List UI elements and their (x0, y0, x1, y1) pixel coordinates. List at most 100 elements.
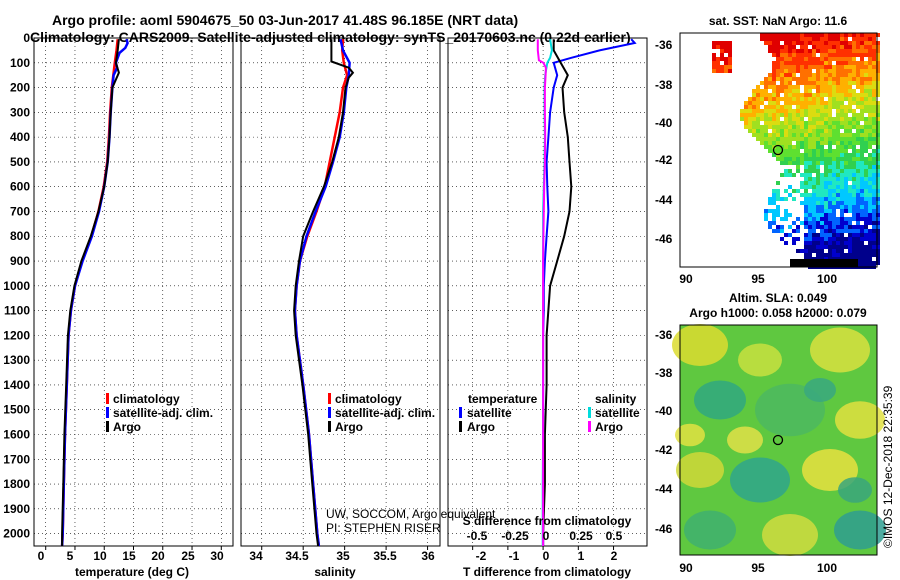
sst-cell (748, 105, 752, 109)
sst-cell (840, 45, 844, 49)
sst-cell (828, 89, 832, 93)
legend-swatch-argo (328, 421, 331, 432)
sst-cell (792, 89, 796, 93)
sst-cell (840, 169, 844, 173)
sst-cell (808, 197, 812, 201)
sst-cell (872, 85, 876, 89)
sst-cell (836, 77, 840, 81)
sst-cell (804, 145, 808, 149)
sst-cell (792, 45, 796, 49)
sst-cell (876, 149, 880, 153)
sst-cell (768, 45, 772, 49)
sst-cell (864, 221, 868, 225)
sst-cell (764, 209, 768, 213)
legend-label: climatology (335, 392, 402, 406)
sst-cell (784, 209, 788, 213)
lat-tick: -42 (655, 443, 673, 457)
sst-cell (860, 69, 864, 73)
sst-cell (828, 225, 832, 229)
sst-cell (824, 185, 828, 189)
sst-cell (816, 85, 820, 89)
sst-cell (852, 137, 856, 141)
sst-cell (864, 189, 868, 193)
sst-cell (832, 41, 836, 45)
sst-cell (776, 149, 780, 153)
sst-cell (820, 109, 824, 113)
sst-cell (788, 45, 792, 49)
sst-cell (804, 245, 808, 249)
sst-cell (804, 53, 808, 57)
x-tick: 25 (181, 549, 195, 563)
sst-cell (836, 113, 840, 117)
sst-cell (780, 109, 784, 113)
sst-cell (776, 213, 780, 217)
sst-cell (876, 249, 880, 253)
sst-cell (812, 101, 816, 105)
sla-map-title-line1: Altim. SLA: 0.049 (729, 291, 827, 305)
sst-cell (772, 61, 776, 65)
lat-tick: -36 (655, 38, 673, 52)
sst-cell (796, 121, 800, 125)
sst-cell (824, 225, 828, 229)
sst-cell (824, 53, 828, 57)
depth-tick: 1600 (3, 428, 30, 442)
source-annotation: UW, SOCCOM, Argo equivalent (326, 507, 496, 521)
sst-cell (792, 85, 796, 89)
sst-cell (820, 237, 824, 241)
x-tick: 5 (67, 549, 74, 563)
sst-cell (776, 181, 780, 185)
sst-cell (788, 145, 792, 149)
sst-cell (788, 81, 792, 85)
sst-cell (820, 49, 824, 53)
sst-cell (836, 197, 840, 201)
sst-cell (872, 117, 876, 121)
sst-cell (792, 49, 796, 53)
sst-cell (824, 161, 828, 165)
sst-cell (776, 125, 780, 129)
sst-cell (764, 77, 768, 81)
sst-cell (832, 241, 836, 245)
sst-cell (832, 89, 836, 93)
sst-cell (868, 177, 872, 181)
sst-cell (868, 65, 872, 69)
sst-cell (848, 125, 852, 129)
sst-cell (808, 121, 812, 125)
sst-cell (816, 129, 820, 133)
sst-cell (844, 161, 848, 165)
sst-cell (814, 259, 818, 267)
sst-cell (768, 101, 772, 105)
sst-cell (876, 261, 880, 265)
sst-cell (804, 141, 808, 145)
sst-cell (852, 141, 856, 145)
sst-cell (836, 153, 840, 157)
sst-cell (824, 105, 828, 109)
legend-label: Argo (113, 420, 141, 434)
sst-cell (876, 201, 880, 205)
sst-cell (816, 137, 820, 141)
sst-cell (788, 185, 792, 189)
sst-cell (852, 189, 856, 193)
sst-cell (816, 109, 820, 113)
sst-cell (824, 165, 828, 169)
sst-cell (824, 65, 828, 69)
sla-blob (834, 510, 886, 550)
sst-cell (772, 125, 776, 129)
sst-cell (872, 129, 876, 133)
sst-cell (832, 177, 836, 181)
sst-cell (820, 225, 824, 229)
sst-cell (808, 221, 812, 225)
sst-cell (844, 145, 848, 149)
sst-cell (792, 65, 796, 69)
sst-cell (868, 37, 872, 41)
sst-cell (800, 153, 804, 157)
sst-cell (872, 125, 876, 129)
sst-cell (812, 193, 816, 197)
sst-cell (808, 169, 812, 173)
sst-cell (860, 33, 864, 37)
sst-cell (788, 105, 792, 109)
sst-cell (860, 253, 864, 257)
sst-cell (784, 53, 788, 57)
sst-cell (776, 33, 780, 37)
sst-cell (764, 217, 768, 221)
sst-cell (836, 165, 840, 169)
